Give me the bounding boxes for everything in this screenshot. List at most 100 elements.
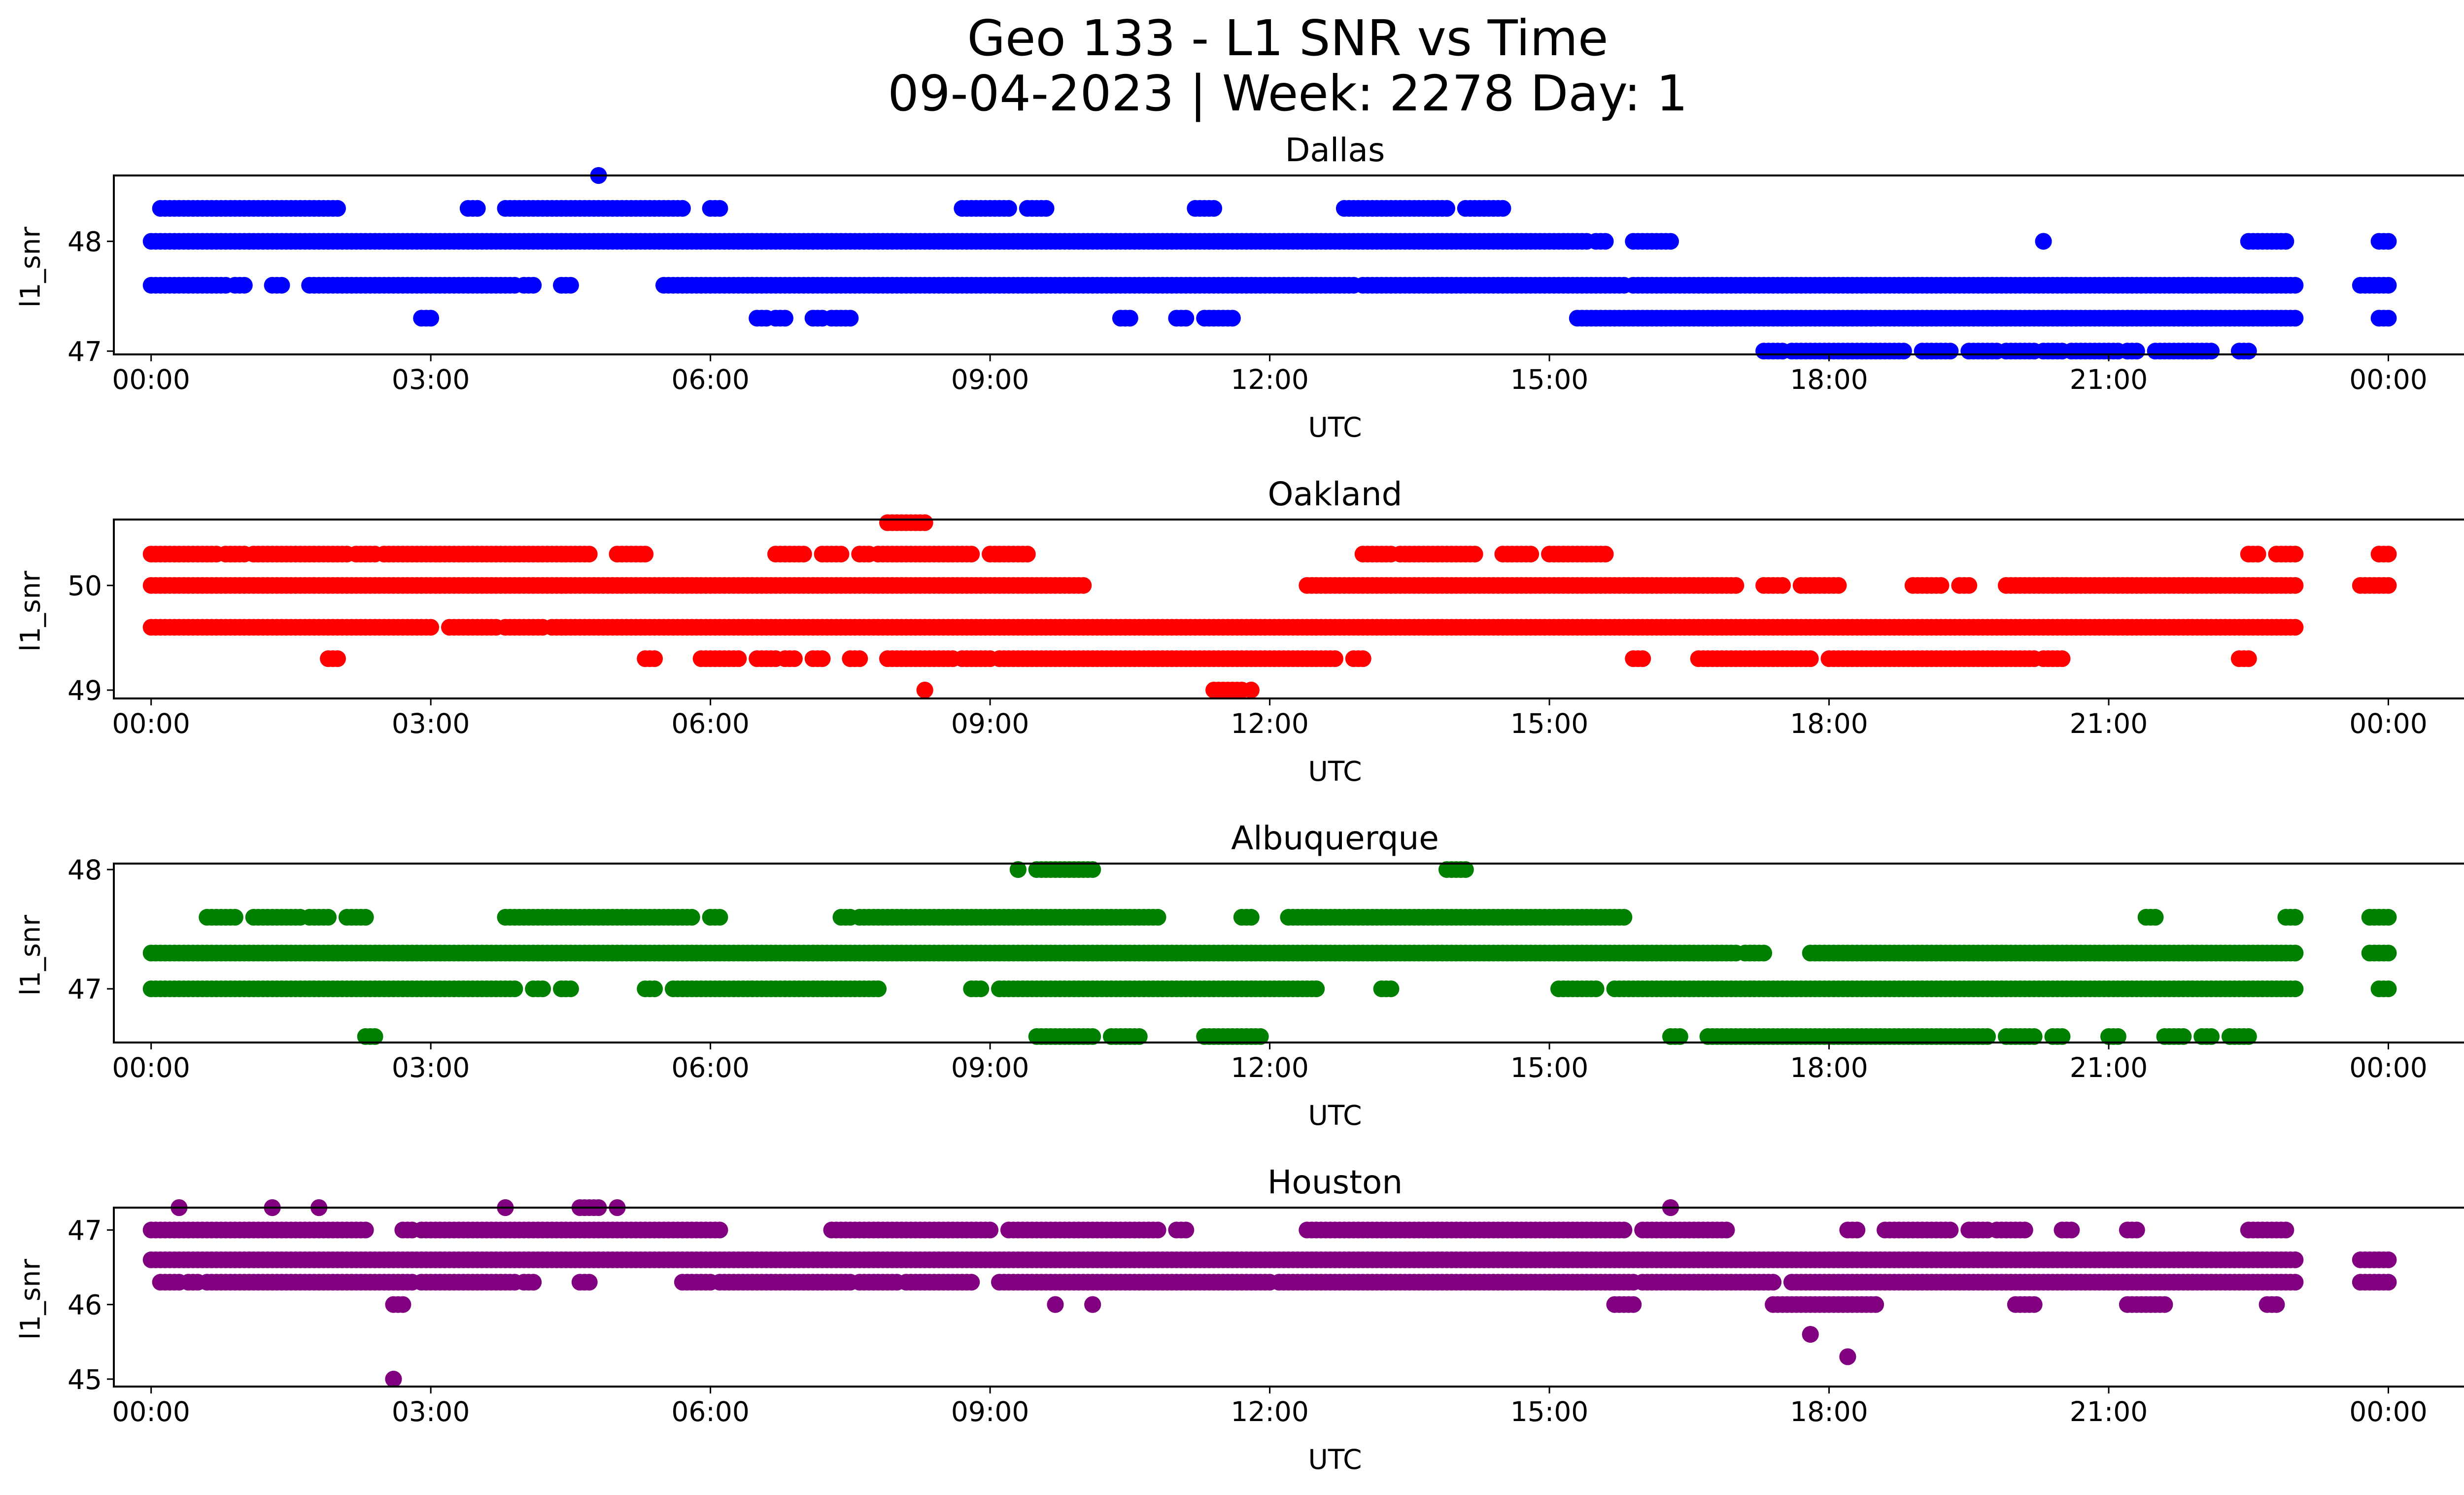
- x-tick-label: 00:00: [2349, 364, 2428, 395]
- y-tick-label: 47: [68, 336, 102, 367]
- panel-houston: 00:00 03:00 06:00 09:00 12:00 15:00 18:00 21:00…: [68, 1199, 2464, 1427]
- data-point: [2287, 310, 2304, 327]
- panel-title-oakland: Oakland: [1267, 475, 1403, 513]
- x-tick-label: 12:00: [1231, 1052, 1309, 1083]
- data-point: [1597, 233, 1614, 250]
- data-point: [1149, 908, 1166, 926]
- y-tick-label: 50: [68, 570, 102, 602]
- x-tick-label: 21:00: [2070, 364, 2148, 395]
- data-point: [422, 310, 440, 327]
- data-point: [581, 1274, 598, 1291]
- data-point: [1765, 1274, 1782, 1291]
- data-point: [1242, 908, 1260, 926]
- data-point: [982, 1221, 999, 1239]
- data-point: [2380, 1251, 2397, 1268]
- data-point: [320, 908, 337, 926]
- data-point: [1615, 908, 1633, 926]
- data-point: [329, 200, 346, 217]
- data-point: [562, 980, 579, 998]
- data-point: [329, 650, 346, 667]
- data-point: [1224, 310, 1241, 327]
- data-point: [711, 908, 728, 926]
- x-tick-label: 06:00: [671, 364, 750, 395]
- data-point: [1177, 310, 1195, 327]
- data-point: [683, 908, 700, 926]
- data-point: [1587, 980, 1605, 998]
- data-point: [1177, 1221, 1195, 1239]
- panel-albuquerque: 00:00 03:00 06:00 09:00 12:00 15:00 18:00 21:00…: [68, 854, 2464, 1083]
- data-point: [1634, 650, 1651, 667]
- data-point: [2025, 1296, 2043, 1313]
- data-point: [1084, 1296, 1101, 1313]
- x-axis-label-dallas: UTC: [1308, 412, 1362, 443]
- data-point: [916, 514, 933, 531]
- x-tick-label: 00:00: [112, 1052, 190, 1083]
- x-tick-label: 18:00: [1790, 708, 1868, 739]
- x-tick-label: 15:00: [1510, 1052, 1589, 1083]
- x-tick-label: 00:00: [2349, 1052, 2428, 1083]
- x-tick-label: 21:00: [2070, 708, 2148, 739]
- x-tick-label: 21:00: [2070, 1052, 2148, 1083]
- data-point: [226, 908, 243, 926]
- y-tick-label: 48: [68, 226, 102, 258]
- x-tick-label: 00:00: [112, 708, 190, 739]
- y-tick-label: 49: [68, 675, 102, 706]
- data-point: [273, 277, 290, 294]
- data-point: [506, 980, 523, 998]
- data-point: [1597, 546, 1614, 563]
- x-axis-label-houston: UTC: [1308, 1444, 1362, 1475]
- data-point: [2268, 1296, 2285, 1313]
- data-point: [1327, 650, 1343, 667]
- data-point: [814, 650, 831, 667]
- x-tick-label: 06:00: [671, 708, 750, 739]
- data-point: [1494, 200, 1511, 217]
- panel-title-dallas: Dallas: [1285, 131, 1385, 169]
- data-point: [2380, 277, 2397, 294]
- data-point: [1466, 546, 1483, 563]
- data-point: [1242, 682, 1260, 698]
- panel-dallas: 00:00 03:00 06:00 09:00 12:00 15:00 18:00 21:00…: [68, 167, 2464, 395]
- data-point: [2277, 233, 2294, 250]
- data-point: [357, 908, 374, 926]
- data-point: [1121, 310, 1138, 327]
- data-point: [2249, 546, 2266, 563]
- data-point: [646, 980, 663, 998]
- y-tick-label: 47: [68, 973, 102, 1005]
- x-tick-label: 18:00: [1790, 1052, 1868, 1083]
- data-point: [2380, 310, 2397, 327]
- data-point: [646, 650, 663, 667]
- data-point: [1932, 577, 1950, 594]
- data-point: [1755, 944, 1773, 962]
- x-axis-label-albuquerque: UTC: [1308, 1100, 1362, 1131]
- data-point: [851, 650, 868, 667]
- data-point: [357, 1221, 374, 1239]
- data-point: [422, 619, 440, 636]
- x-tick-label: 09:00: [951, 708, 1029, 739]
- panel-title-albuquerque: Albuquerque: [1231, 819, 1439, 857]
- data-point: [1047, 1296, 1064, 1313]
- data-point: [1960, 577, 1978, 594]
- data-point: [1830, 577, 1847, 594]
- data-point: [562, 277, 579, 294]
- data-point: [2380, 908, 2397, 926]
- data-point: [394, 1296, 411, 1313]
- data-point: [2240, 343, 2257, 360]
- x-tick-label: 06:00: [671, 1052, 750, 1083]
- data-point: [1438, 200, 1455, 217]
- data-point: [711, 200, 728, 217]
- data-point: [2380, 1274, 2397, 1291]
- data-points-dallas: [142, 167, 2397, 360]
- data-point: [1895, 343, 1912, 360]
- data-point: [2287, 944, 2304, 962]
- data-point: [534, 980, 551, 998]
- data-point: [2287, 1251, 2304, 1268]
- data-point: [1718, 1221, 1735, 1239]
- x-axis-label-oakland: UTC: [1308, 756, 1362, 787]
- data-point: [777, 310, 793, 327]
- data-point: [1308, 980, 1325, 998]
- data-point: [2016, 1221, 2033, 1239]
- data-point: [525, 1274, 542, 1291]
- data-point: [1522, 546, 1540, 563]
- data-point: [972, 980, 990, 998]
